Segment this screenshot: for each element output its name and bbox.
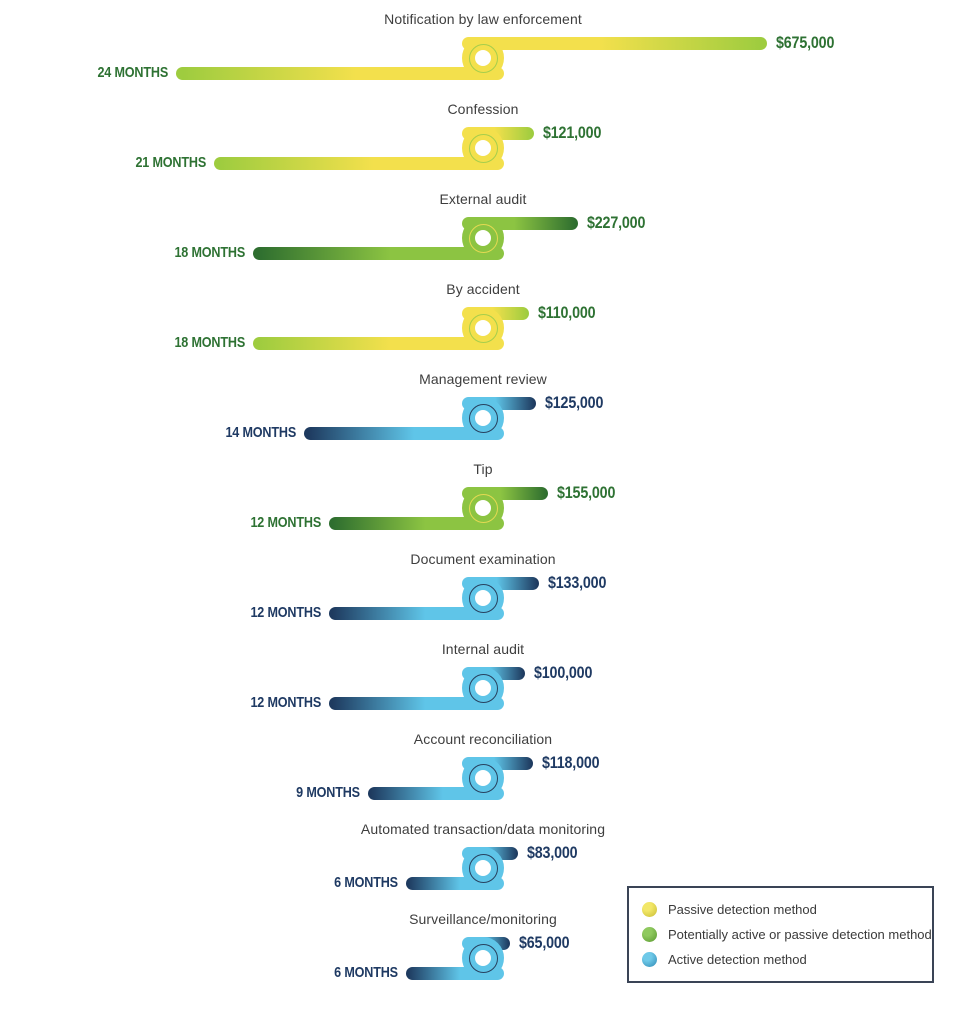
- coil-loop: [462, 127, 504, 169]
- legend-label: Potentially active or passive detection …: [668, 927, 932, 942]
- duration-arm: [329, 696, 504, 710]
- loss-arm: [462, 396, 536, 410]
- row-title: Surveillance/monitoring: [409, 911, 557, 927]
- legend-item-active: Active detection method: [642, 952, 932, 967]
- coil-loop: [462, 307, 504, 349]
- coil-inner-ring: [468, 583, 498, 613]
- row-title: By accident: [446, 281, 520, 297]
- coil-inner-ring: [468, 43, 498, 73]
- duration-label: 18 MONTHS: [173, 334, 245, 351]
- legend-item-potential: Potentially active or passive detection …: [642, 927, 932, 942]
- duration-arm: [252, 246, 504, 260]
- legend-label: Passive detection method: [668, 902, 817, 917]
- loss-arm: [462, 846, 518, 860]
- loss-label: $100,000: [534, 663, 593, 682]
- legend-item-passive: Passive detection method: [642, 902, 932, 917]
- loss-arm: [462, 126, 534, 140]
- row-title: Confession: [447, 101, 519, 117]
- row-title: Account reconciliation: [413, 731, 553, 747]
- duration-label: 14 MONTHS: [225, 424, 296, 441]
- duration-arm: [406, 876, 504, 890]
- duration-label: 9 MONTHS: [296, 784, 360, 801]
- loss-label: $83,000: [526, 843, 578, 862]
- coil-loop: [462, 757, 504, 799]
- coil-loop: [462, 487, 504, 529]
- duration-arm: [252, 336, 504, 350]
- duration-arm: [329, 516, 504, 530]
- legend: Passive detection method Potentially acti…: [627, 886, 934, 983]
- duration-label: 6 MONTHS: [334, 964, 399, 981]
- duration-arm: [367, 786, 504, 800]
- loss-label: $133,000: [547, 573, 607, 592]
- potential-dot-icon: [642, 927, 657, 942]
- active-dot-icon: [642, 952, 657, 967]
- row-title: Tip: [473, 461, 493, 477]
- loss-arm: [462, 756, 533, 770]
- coil-inner-ring: [468, 403, 498, 433]
- loss-label: $675,000: [775, 33, 834, 52]
- coil-loop: [462, 217, 504, 259]
- coil-inner-ring: [468, 943, 498, 973]
- loss-label: $155,000: [557, 483, 616, 502]
- duration-arm: [303, 426, 504, 440]
- loss-arm: [462, 666, 525, 680]
- coil-loop: [462, 667, 504, 709]
- passive-dot-icon: [642, 902, 657, 917]
- duration-arm: [214, 156, 504, 170]
- row-title: Management review: [419, 371, 547, 387]
- coil-inner-ring: [468, 313, 498, 343]
- coil-inner-ring: [468, 673, 498, 703]
- coil-loop: [462, 397, 504, 439]
- duration-label: 24 MONTHS: [97, 64, 168, 81]
- coil-inner-ring: [468, 763, 498, 793]
- coil-loop: [462, 37, 504, 79]
- coil-inner-ring: [468, 853, 498, 883]
- duration-label: 12 MONTHS: [250, 604, 322, 621]
- legend-label: Active detection method: [668, 952, 807, 967]
- coil-inner-ring: [468, 133, 498, 163]
- row-title: Automated transaction/data monitoring: [360, 821, 606, 837]
- loss-label: $110,000: [538, 303, 596, 322]
- duration-arm: [175, 66, 504, 80]
- loss-label: $65,000: [519, 933, 570, 952]
- duration-arm: [329, 606, 504, 620]
- duration-label: 6 MONTHS: [334, 874, 399, 891]
- duration-label: 18 MONTHS: [173, 244, 245, 261]
- row-title: Notification by law enforcement: [384, 11, 582, 27]
- row-title: Internal audit: [441, 641, 525, 657]
- coil-loop: [462, 847, 504, 889]
- loss-label: $125,000: [544, 393, 603, 412]
- coil-loop: [462, 937, 504, 979]
- duration-label: 12 MONTHS: [250, 514, 322, 531]
- loss-arm: [462, 576, 539, 590]
- coil-loop: [462, 577, 504, 619]
- duration-arm: [406, 966, 504, 980]
- loss-label: $227,000: [587, 213, 646, 232]
- duration-label: 21 MONTHS: [135, 154, 207, 171]
- coil-inner-ring: [468, 223, 498, 253]
- row-title: Document examination: [410, 551, 556, 567]
- row-title: External audit: [439, 191, 527, 207]
- loss-label: $118,000: [541, 753, 600, 772]
- loss-arm: [462, 216, 579, 230]
- loss-arm: [462, 936, 511, 950]
- loss-arm: [462, 306, 530, 320]
- loss-label: $121,000: [542, 123, 602, 142]
- loss-arm: [462, 36, 767, 50]
- loss-arm: [462, 486, 549, 500]
- coil-inner-ring: [468, 493, 498, 523]
- duration-label: 12 MONTHS: [250, 694, 322, 711]
